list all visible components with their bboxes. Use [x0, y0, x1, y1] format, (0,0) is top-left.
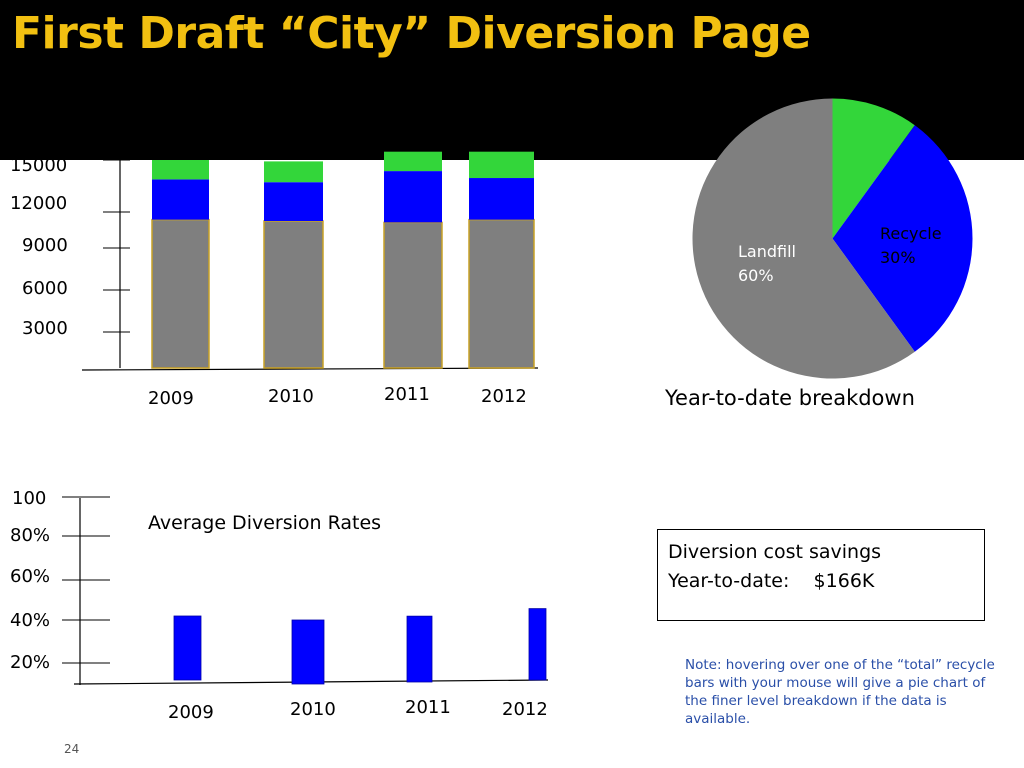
rate-bar-2009 [173, 615, 202, 681]
tonnage-y-label-9000: 9000 [22, 235, 68, 256]
savings-value: Year-to-date: $166K [668, 570, 875, 592]
bar-2009-segment-3 [152, 160, 209, 180]
rates-chart-title: Average Diversion Rates [148, 512, 382, 534]
rates-x-label-2009: 2009 [168, 702, 214, 723]
rate-bar-2011 [406, 615, 433, 683]
tonnage-x-label-2009: 2009 [148, 388, 194, 409]
rate-bar-2012 [528, 608, 547, 681]
bar-2010-segment-1 [263, 220, 324, 369]
recycle-pct: 30% [880, 248, 916, 267]
rate-bar-2010 [291, 619, 325, 685]
pie-slice-landfill [692, 98, 915, 379]
pie-slice-other [832, 98, 915, 239]
page-title: First Draft “City” Diversion Page [12, 8, 811, 59]
rates-y-label-60: 60% [10, 566, 51, 587]
diversion-rate-chart [62, 496, 549, 685]
savings-heading: Diversion cost savings [668, 541, 882, 563]
tonnage-y-label-6000: 6000 [22, 278, 68, 299]
pie-caption: Year-to-date breakdown [665, 386, 915, 410]
tonnage-x-axis [81, 367, 539, 371]
pie-slice-recycle [832, 125, 973, 352]
bar-2012-segment-3 [469, 151, 534, 179]
bar-2011-segment-1 [383, 221, 443, 369]
rates-x-label-2010: 2010 [290, 699, 336, 720]
recycle-label: Recycle [880, 224, 942, 243]
bar-2012-segment-1 [468, 218, 535, 369]
rates-y-label-80: 80% [10, 525, 51, 546]
tonnage-x-label-2012: 2012 [481, 386, 527, 407]
tonnage-x-label-2011: 2011 [384, 384, 430, 405]
tonnage-y-label-12000: 12000 [10, 193, 68, 214]
tonnage-y-label-3000: 3000 [22, 318, 68, 339]
rates-y-label-40: 40% [10, 610, 51, 631]
rates-x-label-2011: 2011 [405, 697, 451, 718]
landfill-pct: 60% [738, 266, 774, 285]
rates-y-label-100: 100 [12, 488, 47, 509]
pie-svg [692, 98, 973, 379]
landfill-label: Landfill [738, 242, 796, 261]
tonnage-x-label-2010: 2010 [268, 386, 314, 407]
hover-note: Note: hovering over one of the “total” r… [685, 657, 995, 727]
bar-2010-segment-2 [264, 182, 323, 222]
bar-2011-segment-2 [384, 171, 442, 223]
recycle-slice-label: Recycle 30% [880, 222, 942, 270]
tonnage-y-label-15000: 15000 [10, 155, 68, 176]
page-number: 24 [64, 742, 80, 756]
breakdown-pie-chart: Landfill 60% Recycle 30% [690, 96, 975, 381]
bar-2009-segment-2 [152, 179, 209, 220]
tonnage-bar-chart [81, 151, 539, 371]
bar-2011-segment-3 [384, 151, 442, 172]
rates-y-label-20: 20% [10, 652, 51, 673]
bar-2012-segment-2 [469, 178, 534, 220]
landfill-slice-label: Landfill 60% [738, 240, 796, 288]
bar-2010-segment-3 [264, 161, 323, 183]
cost-savings-box: Diversion cost savings Year-to-date: $16… [657, 529, 985, 621]
bar-2009-segment-1 [151, 218, 210, 369]
rates-x-label-2012: 2012 [502, 699, 548, 720]
